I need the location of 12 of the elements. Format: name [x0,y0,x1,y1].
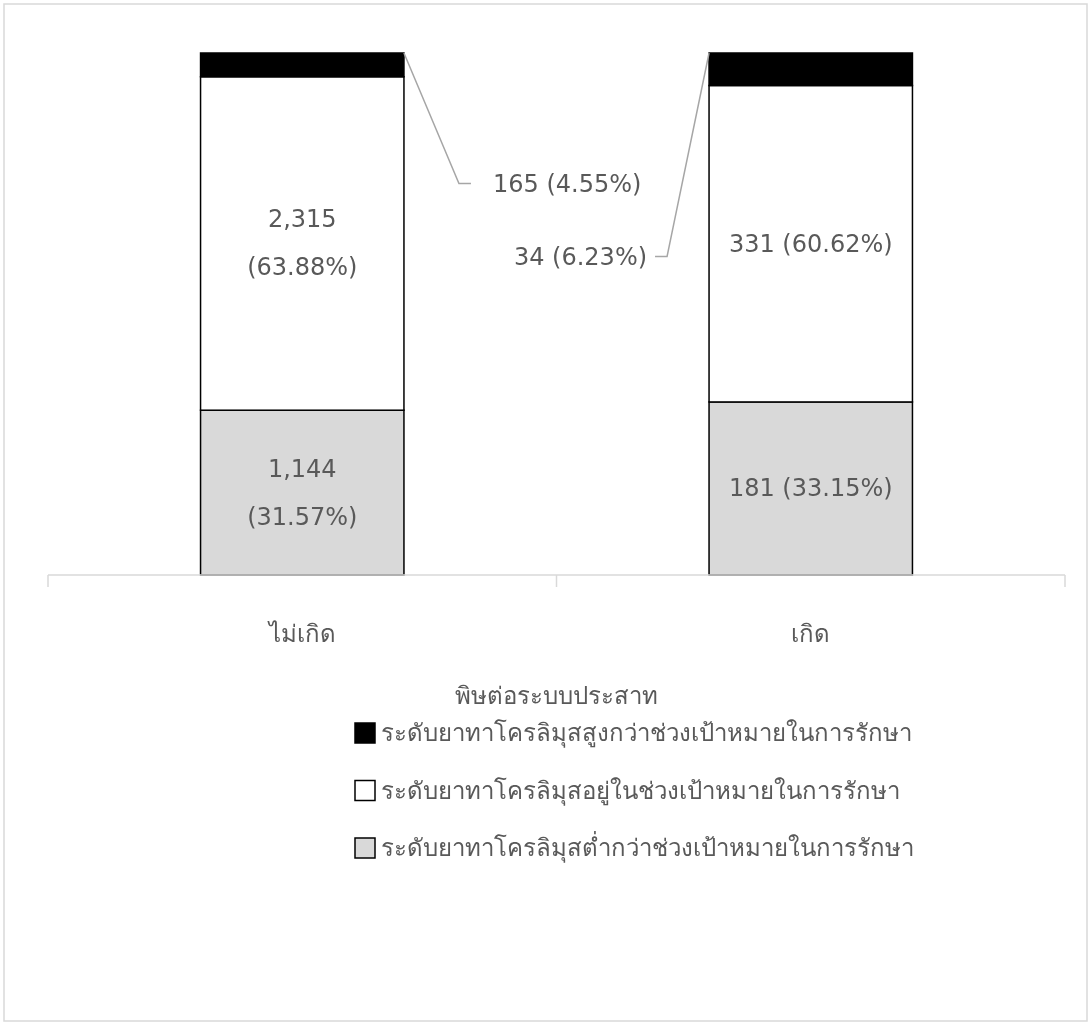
x-tick-label: ไม่เกิด [266,620,336,648]
data-label: 181 (33.15%) [728,474,893,503]
legend-label: ระดับยาทาโครลิมุสอยู่ในช่วงเป้าหมายในการรักษา [381,776,900,806]
data-label: 34 (6.23%) [513,242,648,271]
data-label: 331 (60.62%) [728,229,893,258]
legend-label: ระดับยาทาโครลิมุสสูงกว่าช่วงเป้าหมายในการรักษา [381,719,912,748]
data-label: 165 (4.55%) [492,169,642,198]
x-tick-label: เกิด [791,620,831,648]
data-label: 1,144 (31.57%) [247,454,358,531]
x-axis-title: พิษต่อระบบประสาท [455,682,658,710]
legend-label: ระดับยาทาโครลิมุสต่ำกว่าช่วงเป้าหมายในการรักษา [381,831,914,863]
data-label: 2,315 (63.88%) [247,205,358,282]
